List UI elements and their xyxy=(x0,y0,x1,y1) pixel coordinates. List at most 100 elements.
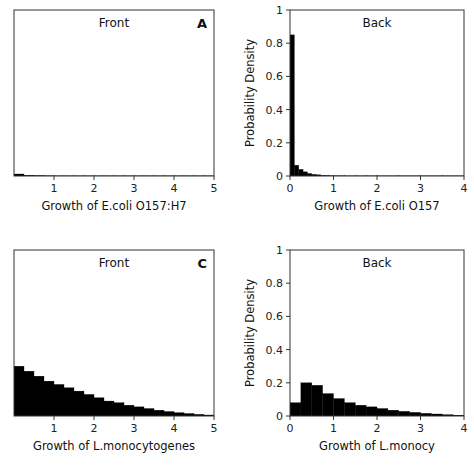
bar xyxy=(323,394,334,416)
bar xyxy=(410,412,421,416)
y-tick-label: 1 xyxy=(276,4,283,17)
y-tick xyxy=(286,10,290,11)
x-tick-label: 5 xyxy=(211,422,218,435)
y-tick xyxy=(286,76,290,77)
bar xyxy=(14,366,24,416)
y-tick-label: 0 xyxy=(276,170,283,183)
bar xyxy=(366,407,377,416)
x-tick xyxy=(464,176,465,180)
x-tick-label: 3 xyxy=(417,422,424,435)
bar xyxy=(84,394,94,416)
x-tick-label: 1 xyxy=(330,422,337,435)
x-tick xyxy=(174,416,175,420)
y-tick xyxy=(286,250,290,251)
y-tick-label: 0.8 xyxy=(266,37,284,50)
bar xyxy=(54,384,64,416)
x-axis-label: Growth of L.monocy xyxy=(319,439,435,453)
panel: 12345Growth of E.coli O157:H7FrontA xyxy=(14,10,218,213)
x-tick xyxy=(134,416,135,420)
x-tick xyxy=(377,416,378,420)
x-tick-label: 2 xyxy=(374,422,381,435)
bar xyxy=(34,376,44,416)
panel-title: Front xyxy=(99,16,130,30)
x-tick xyxy=(214,416,215,420)
panel-title: Back xyxy=(362,256,391,270)
x-tick-label: 4 xyxy=(171,422,178,435)
x-tick-label: 4 xyxy=(461,182,468,195)
x-tick xyxy=(94,416,95,420)
x-tick xyxy=(377,176,378,180)
y-tick-label: 0.4 xyxy=(266,104,284,117)
x-tick xyxy=(134,176,135,180)
panel: 0 1 2 3 4 0 0.2 0.4 0.6 0.8 1 Growth of E.coli O157… xyxy=(243,4,468,213)
x-axis-label: Growth of E.coli O157 xyxy=(314,199,439,213)
panel: 0123400.20.40.60.81Growth of L.monocyPro… xyxy=(243,244,468,453)
panel-title: Front xyxy=(99,256,130,270)
x-tick-label: 0 xyxy=(287,182,294,195)
panel-label: A xyxy=(197,16,207,31)
y-tick-label: 0.6 xyxy=(266,310,284,323)
y-tick-label: 0.6 xyxy=(266,70,284,83)
y-tick xyxy=(286,142,290,143)
x-tick-label: 2 xyxy=(91,182,98,195)
frame xyxy=(290,250,464,416)
bar xyxy=(355,405,366,416)
x-tick-label: 4 xyxy=(171,182,178,195)
y-tick xyxy=(286,349,290,350)
bar xyxy=(44,381,54,416)
bar xyxy=(303,172,307,176)
bar xyxy=(114,403,124,416)
bar xyxy=(399,411,410,416)
bar xyxy=(294,165,298,176)
x-tick-label: 3 xyxy=(131,182,138,195)
panel-label: C xyxy=(197,256,207,271)
bar xyxy=(290,403,301,416)
x-tick xyxy=(54,176,55,180)
y-tick xyxy=(286,43,290,44)
x-tick-label: 1 xyxy=(51,422,58,435)
bar xyxy=(24,371,34,416)
y-tick-label: 0.8 xyxy=(266,277,284,290)
bar xyxy=(164,412,174,416)
y-tick-label: 0.2 xyxy=(266,377,284,390)
bar xyxy=(388,410,399,416)
y-axis-label: Probability Density xyxy=(243,279,257,387)
y-tick-label: 0.2 xyxy=(266,137,284,150)
bar xyxy=(377,409,388,416)
x-tick-label: 3 xyxy=(417,182,424,195)
x-tick xyxy=(290,176,291,180)
bar xyxy=(312,385,323,416)
x-tick xyxy=(54,416,55,420)
bar xyxy=(124,405,134,416)
y-tick xyxy=(286,416,290,417)
bar xyxy=(301,383,312,416)
x-tick-label: 3 xyxy=(131,422,138,435)
bar xyxy=(134,407,144,416)
panel-title: Back xyxy=(362,16,391,30)
x-tick-label: 1 xyxy=(330,182,337,195)
bar xyxy=(290,35,294,176)
x-tick-label: 0 xyxy=(287,422,294,435)
y-tick xyxy=(286,283,290,284)
x-tick xyxy=(174,176,175,180)
bars xyxy=(290,35,464,176)
x-tick xyxy=(94,176,95,180)
figure: 1 2 3 4 5 Growth of E.coli O157:H7 Front A 0 1 2 3 4… xyxy=(0,0,474,474)
x-tick xyxy=(420,176,421,180)
x-tick xyxy=(290,416,291,420)
x-tick xyxy=(464,416,465,420)
bar xyxy=(94,398,104,416)
y-tick xyxy=(286,316,290,317)
x-axis-label: Growth of E.coli O157:H7 xyxy=(41,199,186,213)
frame xyxy=(290,10,464,176)
bars xyxy=(290,383,464,416)
y-tick xyxy=(286,109,290,110)
y-axis-label: Probability Density xyxy=(243,39,257,147)
y-tick-label: 0 xyxy=(276,410,283,423)
y-tick-label: 0.4 xyxy=(266,344,284,357)
y-tick xyxy=(286,382,290,383)
bar xyxy=(344,403,355,416)
x-axis-label: Growth of L.monocytogenes xyxy=(33,439,195,453)
bar xyxy=(334,399,345,416)
x-tick-label: 2 xyxy=(374,182,381,195)
